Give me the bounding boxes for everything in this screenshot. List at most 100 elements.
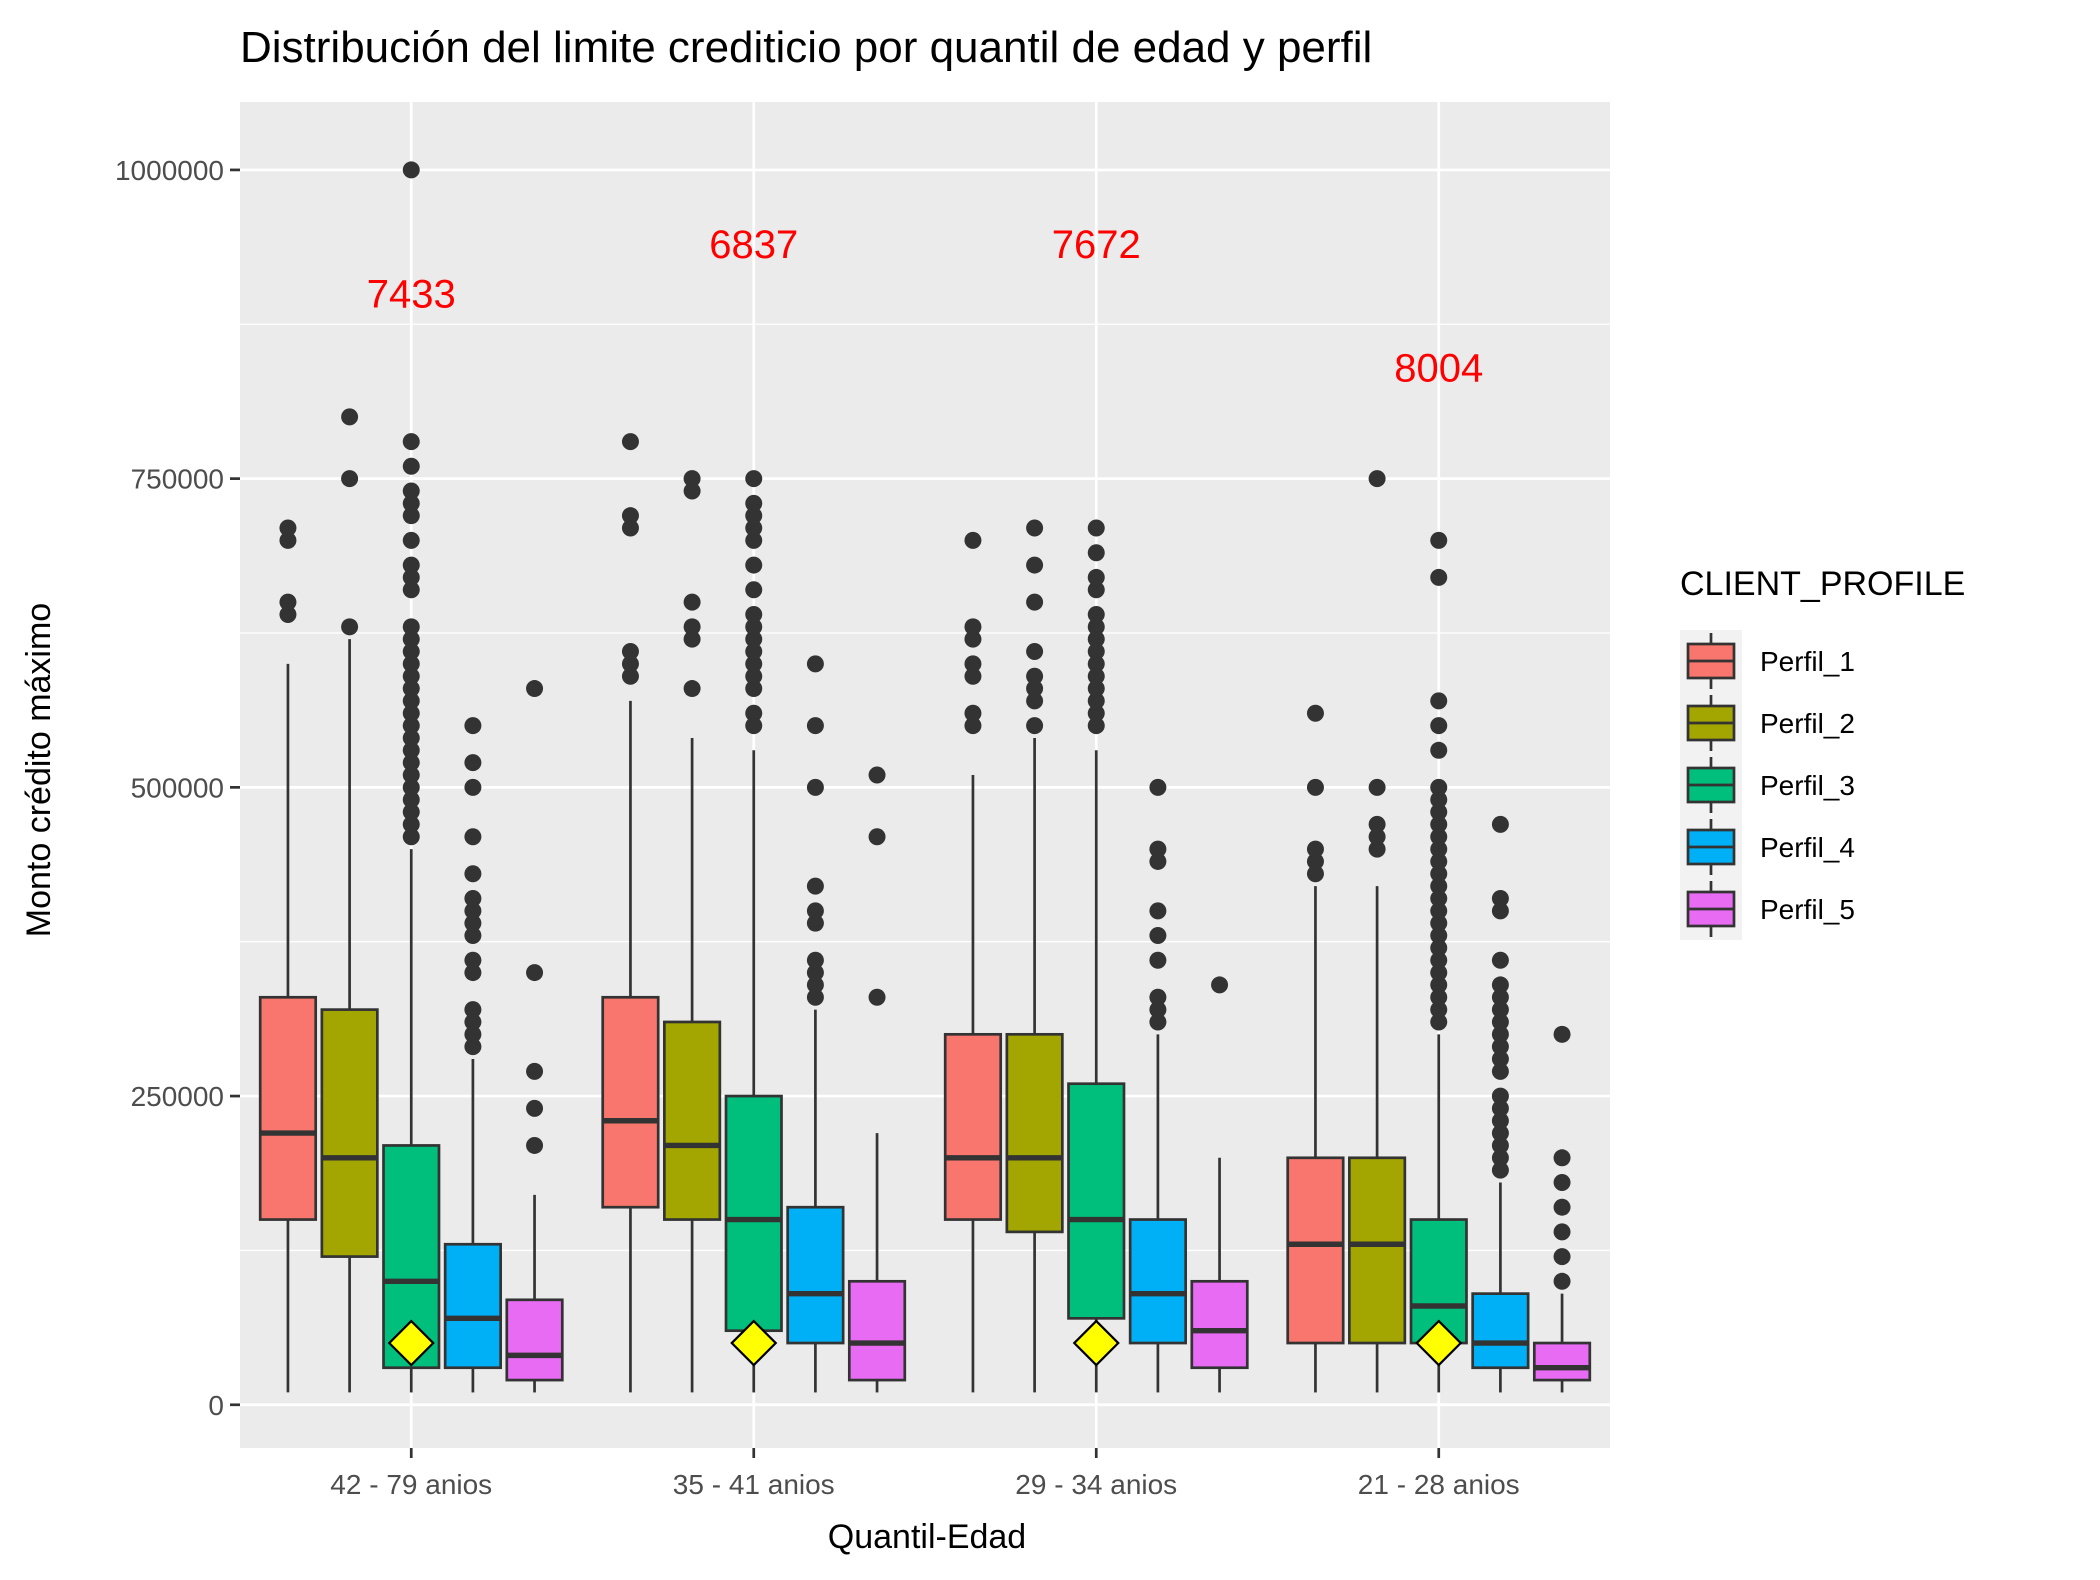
outlier-point — [1430, 976, 1448, 994]
count-label: 7672 — [1052, 223, 1141, 267]
x-tick-label: 35 - 41 anios — [673, 1469, 835, 1500]
outlier-point — [1430, 815, 1448, 833]
outlier-point — [279, 605, 297, 623]
outlier-point — [1491, 1013, 1509, 1031]
outlier-point — [1430, 791, 1448, 809]
outlier-point — [1430, 889, 1448, 907]
y-tick-label: 1000000 — [115, 155, 224, 186]
box — [601, 995, 660, 1209]
outlier-point — [1306, 865, 1324, 883]
boxplot-perfil-3 — [1409, 531, 1468, 1393]
outlier-point — [1430, 778, 1448, 796]
chart-title: Distribución del limite crediticio por q… — [240, 23, 1372, 72]
boxplot-perfil-3 — [1067, 519, 1126, 1393]
outlier-point — [1430, 877, 1448, 895]
outlier-point — [868, 828, 886, 846]
boxplot-perfil-4 — [1471, 815, 1530, 1393]
y-tick-label: 250000 — [131, 1081, 224, 1112]
legend-label: Perfil_3 — [1760, 770, 1855, 801]
outlier-point — [1430, 939, 1448, 957]
boxplot-perfil-5 — [1190, 976, 1249, 1393]
x-tick-label: 29 - 34 anios — [1015, 1469, 1177, 1500]
outlier-point — [526, 1136, 544, 1154]
box — [1005, 1032, 1064, 1234]
outlier-point — [1306, 852, 1324, 870]
outlier-point — [341, 618, 359, 636]
outlier-point — [402, 704, 420, 722]
outlier-point — [341, 408, 359, 426]
outlier-point — [1087, 605, 1105, 623]
outlier-point — [279, 531, 297, 549]
outlier-point — [402, 161, 420, 179]
outlier-point — [1087, 717, 1105, 735]
legend-label: Perfil_5 — [1760, 894, 1855, 925]
outlier-point — [1430, 1013, 1448, 1031]
box — [1471, 1292, 1530, 1370]
outlier-point — [683, 593, 701, 611]
boxplot-perfil-2 — [320, 408, 379, 1393]
outlier-point — [1149, 951, 1167, 969]
outlier-point — [1491, 976, 1509, 994]
outlier-point — [1430, 717, 1448, 735]
outlier-point — [402, 803, 420, 821]
outlier-point — [745, 470, 763, 488]
outlier-point — [1026, 519, 1044, 537]
box — [943, 1032, 1003, 1221]
outlier-point — [683, 618, 701, 636]
outlier-point — [1149, 778, 1167, 796]
legend-label: Perfil_2 — [1760, 708, 1855, 739]
outlier-point — [745, 556, 763, 574]
outlier-point — [1368, 778, 1386, 796]
legend-item-perfil-5: Perfil_5 — [1686, 881, 1855, 937]
box-group: 6837 — [601, 223, 907, 1393]
outlier-point — [621, 643, 639, 661]
outlier-point — [1149, 852, 1167, 870]
outlier-point — [964, 531, 982, 549]
outlier-point — [1430, 1001, 1448, 1019]
outlier-point — [806, 902, 824, 920]
box — [847, 1279, 907, 1382]
outlier-point — [1026, 643, 1044, 661]
outlier-point — [402, 655, 420, 673]
count-label: 7433 — [367, 272, 456, 316]
outlier-point — [1368, 828, 1386, 846]
outlier-point — [1087, 519, 1105, 537]
box-group: 7433 — [258, 161, 564, 1393]
outlier-point — [464, 964, 482, 982]
outlier-point — [1553, 1149, 1571, 1167]
outlier-point — [464, 865, 482, 883]
outlier-point — [868, 988, 886, 1006]
outlier-point — [964, 704, 982, 722]
outlier-point — [1491, 1136, 1509, 1154]
outlier-point — [1553, 1272, 1571, 1290]
outlier-point — [1491, 988, 1509, 1006]
outlier-point — [1087, 655, 1105, 673]
outlier-point — [1430, 902, 1448, 920]
outlier-point — [745, 581, 763, 599]
outlier-point — [621, 433, 639, 451]
outlier-point — [1368, 840, 1386, 858]
outlier-point — [1087, 544, 1105, 562]
outlier-point — [1149, 988, 1167, 1006]
outlier-point — [1306, 778, 1324, 796]
box-group: 8004 — [1286, 346, 1592, 1393]
outlier-point — [1430, 828, 1448, 846]
outlier-point — [745, 655, 763, 673]
boxplot-perfil-1 — [943, 531, 1003, 1393]
box-group: 7672 — [943, 223, 1249, 1393]
outlier-point — [279, 593, 297, 611]
outlier-point — [1430, 865, 1448, 883]
outlier-point — [1553, 1223, 1571, 1241]
outlier-point — [806, 976, 824, 994]
outlier-point — [1491, 1161, 1509, 1179]
outlier-point — [745, 680, 763, 698]
boxplot-perfil-3 — [382, 161, 441, 1393]
boxplot-perfil-5 — [847, 766, 907, 1393]
outlier-point — [1553, 1025, 1571, 1043]
x-tick-label: 42 - 79 anios — [330, 1469, 492, 1500]
outlier-point — [402, 618, 420, 636]
outlier-point — [341, 470, 359, 488]
outlier-point — [1491, 1038, 1509, 1056]
